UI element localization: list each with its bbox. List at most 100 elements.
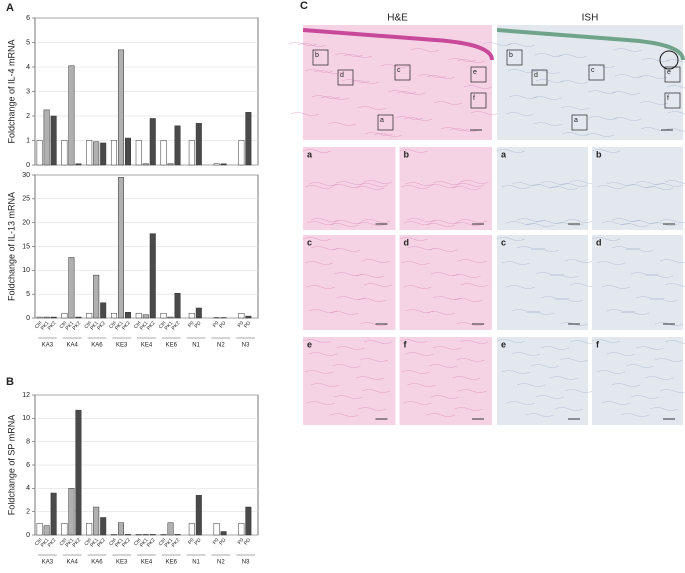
- y-tick-label: 30: [22, 172, 30, 179]
- group-label: KE6: [166, 560, 178, 566]
- texture: [452, 376, 481, 380]
- y-tick-label: 4: [26, 64, 30, 71]
- texture: [336, 296, 365, 300]
- x-sub-label: Ctrl: [59, 320, 69, 330]
- texture: [449, 128, 479, 132]
- texture: [639, 101, 669, 105]
- x-sub-label: PK1: [40, 320, 51, 331]
- texture: [428, 184, 458, 188]
- x-sub-label: PK2: [171, 537, 182, 548]
- texture: [310, 218, 340, 222]
- x-sub-label: PK2: [96, 537, 107, 548]
- texture: [456, 322, 485, 326]
- y-tick-label: 1: [26, 137, 30, 144]
- texture: [525, 223, 555, 227]
- micrograph: [399, 147, 492, 230]
- x-sub-label: PK1: [40, 537, 51, 548]
- x-sub-label: PK2: [96, 320, 107, 331]
- texture: [564, 389, 594, 393]
- texture: [554, 407, 584, 411]
- x-sub-label: PK1: [114, 320, 125, 331]
- texture: [403, 285, 432, 289]
- texture: [506, 401, 536, 405]
- texture: [591, 149, 621, 153]
- texture: [659, 259, 685, 263]
- texture: [540, 296, 570, 300]
- group-label: KA3: [42, 343, 54, 349]
- bar: [93, 274, 100, 319]
- texture: [357, 106, 387, 110]
- texture: [606, 352, 636, 356]
- texture: [625, 248, 655, 252]
- texture: [361, 259, 391, 263]
- texture: [649, 298, 679, 302]
- texture: [596, 185, 626, 189]
- texture: [666, 85, 685, 89]
- inset-box: [588, 64, 605, 81]
- group-label: KE4: [141, 343, 153, 349]
- texture: [343, 54, 373, 58]
- bar: [188, 312, 195, 319]
- texture: [635, 296, 665, 300]
- inset-box: [531, 69, 548, 86]
- bar: [238, 523, 245, 536]
- texture: [614, 74, 644, 78]
- bar: [93, 141, 100, 166]
- texture: [525, 413, 555, 417]
- texture: [601, 401, 631, 405]
- bar: [86, 140, 93, 166]
- group-label: KE6: [166, 343, 178, 349]
- texture: [559, 183, 589, 187]
- texture: [330, 413, 359, 417]
- y-tick-label: 12: [22, 392, 30, 399]
- texture: [359, 358, 389, 362]
- texture: [306, 221, 336, 225]
- texture: [506, 285, 536, 289]
- y-tick-label: 2: [26, 113, 30, 120]
- bar: [160, 534, 167, 536]
- inset-box: [506, 49, 523, 66]
- texture: [667, 111, 685, 115]
- group-label: KA4: [66, 560, 78, 566]
- texture: [596, 261, 626, 265]
- texture: [613, 48, 643, 52]
- texture: [585, 133, 615, 137]
- texture: [535, 79, 565, 83]
- texture: [496, 237, 526, 241]
- texture: [558, 54, 588, 58]
- texture: [506, 221, 536, 225]
- tile-label: a: [307, 149, 313, 159]
- x-sub-label: PD: [243, 537, 252, 546]
- texture: [373, 133, 403, 137]
- bar: [245, 315, 252, 319]
- texture: [327, 122, 357, 126]
- texture: [361, 219, 391, 223]
- x-sub-label: PK2: [121, 320, 132, 331]
- y-tick-label: 5: [26, 39, 30, 46]
- texture: [405, 182, 434, 186]
- texture: [290, 112, 320, 116]
- group-label: N1: [192, 560, 200, 566]
- texture: [612, 117, 642, 121]
- y-tick-label: 0: [26, 315, 30, 322]
- texture: [606, 309, 636, 313]
- texture: [511, 182, 541, 186]
- texture: [549, 274, 579, 278]
- x-sub-label: PK2: [47, 537, 58, 548]
- texture: [334, 220, 363, 224]
- texture: [588, 116, 618, 120]
- bar: [213, 163, 220, 166]
- bar: [36, 523, 43, 536]
- texture: [560, 106, 590, 110]
- bar: [93, 506, 100, 536]
- texture: [535, 272, 565, 276]
- x-sub-label: PK1: [89, 537, 100, 548]
- texture: [635, 181, 665, 185]
- micrograph: [303, 337, 396, 425]
- x-sub-label: PK1: [65, 537, 76, 548]
- tile-label: b: [596, 149, 602, 159]
- bar: [195, 495, 202, 536]
- y-tick-label: 6: [26, 15, 30, 22]
- bar: [124, 137, 131, 166]
